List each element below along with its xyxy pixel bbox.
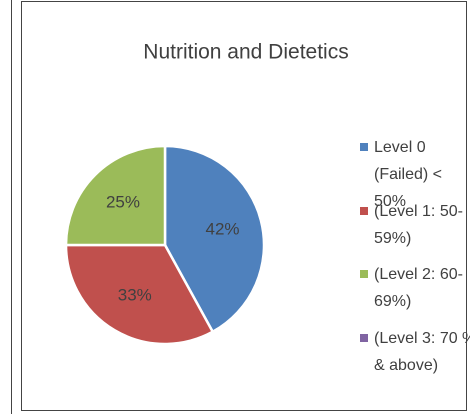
chart-title: Nutrition and Dietetics: [143, 41, 348, 64]
chart-frame: [21, 1, 467, 411]
legend-label: (Level 1: 50-59%): [374, 202, 463, 247]
legend-label: (Level 2: 60-69%): [374, 266, 463, 310]
pie-slice: [64, 243, 215, 346]
legend-swatch: [360, 143, 368, 151]
neighbor-border: [11, 0, 12, 414]
legend-entry: (Level 2: 60-69%): [360, 261, 470, 315]
legend-label: Level 0 (Failed) < 50%: [374, 139, 443, 210]
legend-swatch: [360, 206, 368, 215]
legend-entry: (Level 1: 50-59%): [360, 198, 470, 252]
data-label: 33%: [118, 286, 152, 305]
legend-label: (Level 3: 70 % & above): [374, 329, 470, 374]
pie-slice: [64, 144, 167, 247]
data-label: 25%: [106, 192, 140, 211]
legend-entry: Level 0 (Failed) < 50%: [360, 134, 470, 215]
legend-entry: (Level 3: 70 % & above): [360, 325, 470, 379]
legend-swatch: [360, 270, 368, 278]
legend-swatch: [360, 333, 368, 342]
data-label: 42%: [206, 220, 240, 239]
pie-slice: [163, 144, 266, 334]
